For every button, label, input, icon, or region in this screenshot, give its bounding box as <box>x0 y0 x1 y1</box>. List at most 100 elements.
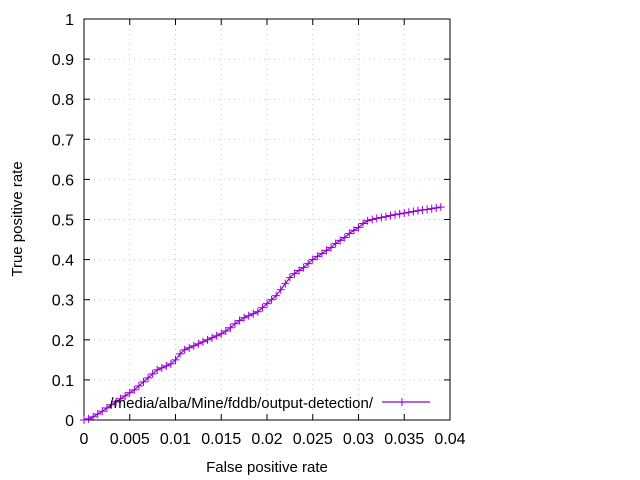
data-point <box>139 377 148 386</box>
data-point <box>93 409 102 418</box>
data-point <box>295 266 304 275</box>
x-tick-label: 0.03 <box>343 431 374 448</box>
data-point <box>180 345 189 354</box>
y-tick-label: 0.6 <box>52 172 74 189</box>
data-point <box>176 349 185 358</box>
data-point <box>203 335 212 344</box>
data-point <box>327 243 336 252</box>
x-tick-label: 0.025 <box>293 431 333 448</box>
data-point <box>221 326 230 335</box>
data-point <box>368 215 377 224</box>
data-point <box>125 388 134 397</box>
data-point <box>112 397 121 406</box>
data-point <box>436 203 445 212</box>
data-point <box>409 207 418 216</box>
data-point <box>304 259 313 268</box>
y-tick-label: 0.2 <box>52 333 74 350</box>
data-point <box>345 229 354 238</box>
data-point <box>363 216 372 225</box>
data-point <box>235 316 244 325</box>
legend: /media/alba/Mine/fddb/output-detection/ <box>109 395 430 412</box>
data-point <box>217 329 226 338</box>
data-point <box>189 341 198 350</box>
data-point <box>349 226 358 235</box>
data-point <box>107 400 116 409</box>
data-point <box>381 212 390 221</box>
data-point <box>372 214 381 223</box>
data-point <box>208 333 217 342</box>
data-point <box>157 363 166 372</box>
data-point <box>240 313 249 322</box>
data-point <box>413 206 422 215</box>
data-point <box>166 359 175 368</box>
data-point <box>162 361 171 370</box>
legend-sample-line <box>382 398 430 406</box>
data-point <box>153 365 162 374</box>
series-layer <box>80 203 445 424</box>
data-point <box>102 403 111 412</box>
data-point <box>354 223 363 232</box>
data-point <box>400 209 409 218</box>
data-point <box>226 323 235 332</box>
x-tick-label: 0.005 <box>110 431 150 448</box>
data-point <box>185 343 194 352</box>
y-tick-label: 0 <box>65 413 74 430</box>
data-point <box>322 246 331 255</box>
data-point <box>148 369 157 378</box>
data-point <box>272 291 281 300</box>
axis-ticks: 0 0.1 0.2 0.3 0.4 0.5 0.6 0.7 0.8 0.9 1 0 0.005 0.01 0… <box>52 12 466 448</box>
data-point <box>336 236 345 245</box>
data-point <box>134 381 143 390</box>
data-point <box>276 285 285 294</box>
x-axis-label: False positive rate <box>206 459 328 476</box>
data-point <box>391 210 400 219</box>
y-tick-label: 0.7 <box>52 132 74 149</box>
data-point <box>281 279 290 288</box>
data-point <box>98 407 107 416</box>
data-point <box>144 373 153 382</box>
data-point <box>432 203 441 212</box>
data-point <box>317 249 326 258</box>
data-point <box>171 355 180 364</box>
data-point <box>386 211 395 220</box>
data-point <box>285 273 294 282</box>
data-point <box>299 263 308 272</box>
y-tick-label: 1 <box>65 12 74 29</box>
data-point <box>395 209 404 218</box>
data-point <box>89 412 98 421</box>
x-tick-label: 0.015 <box>201 431 241 448</box>
data-point <box>116 394 125 403</box>
data-point <box>84 414 93 423</box>
data-point <box>377 213 386 222</box>
y-tick-label: 0.1 <box>52 373 74 390</box>
data-point <box>263 299 271 308</box>
data-point <box>121 391 130 400</box>
data-point <box>194 339 203 348</box>
data-point <box>258 303 267 312</box>
data-point <box>249 309 258 318</box>
data-point <box>212 331 221 340</box>
y-tick-label: 0.8 <box>52 92 74 109</box>
data-point <box>130 385 139 394</box>
legend-label: /media/alba/Mine/fddb/output-detection/ <box>109 395 373 412</box>
data-point <box>290 269 299 278</box>
data-point <box>267 295 276 304</box>
data-point <box>427 204 436 213</box>
x-tick-label: 0.02 <box>251 431 282 448</box>
x-tick-label: 0 <box>80 431 89 448</box>
data-point <box>331 239 340 248</box>
y-tick-label: 0.9 <box>52 52 74 69</box>
series-line <box>83 206 441 421</box>
y-axis-label: True positive rate <box>9 161 26 276</box>
data-point <box>253 307 262 316</box>
x-tick-label: 0.035 <box>384 431 424 448</box>
x-tick-label: 0.01 <box>160 431 191 448</box>
data-point <box>308 255 317 264</box>
data-point <box>313 252 322 261</box>
data-point <box>244 311 253 320</box>
data-point <box>340 233 349 242</box>
data-point <box>404 208 413 217</box>
y-tick-label: 0.3 <box>52 293 74 310</box>
data-point <box>423 205 432 214</box>
